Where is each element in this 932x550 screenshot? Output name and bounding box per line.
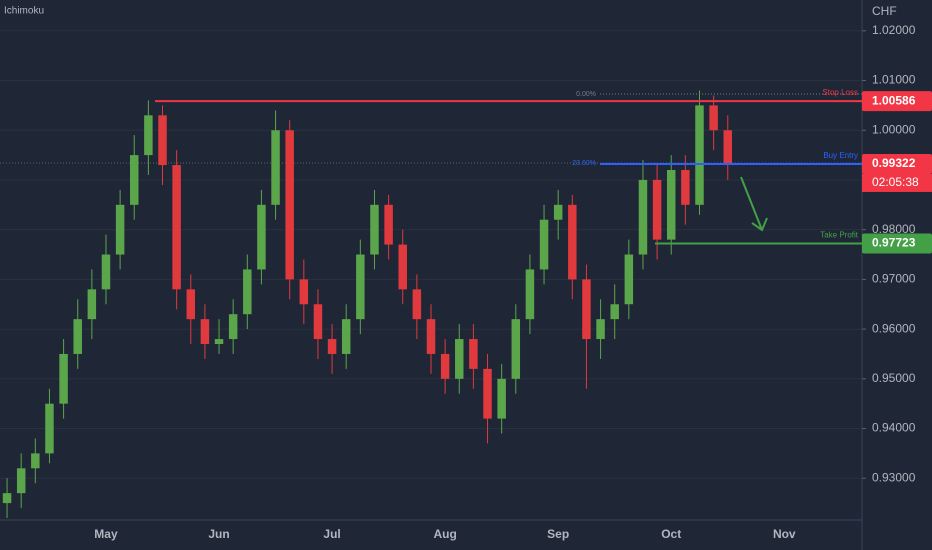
candle-body	[469, 339, 478, 369]
y-tick-label: 1.01000	[872, 73, 916, 87]
indicator-label: Ichimoku	[4, 6, 44, 17]
candle-body	[681, 170, 690, 205]
candle-body	[2, 493, 12, 504]
candle-body	[271, 130, 280, 205]
candle-body	[497, 378, 506, 419]
candle-body	[327, 339, 337, 354]
candle-body	[426, 319, 436, 354]
candle-body	[115, 204, 125, 255]
price-label: 0.99322	[872, 156, 916, 170]
axis-label: CHF	[872, 4, 897, 18]
candle-body	[370, 204, 379, 255]
candle-body	[398, 244, 407, 290]
level-name: Buy Entry	[823, 151, 858, 160]
candle-body	[16, 468, 26, 494]
candle-body	[440, 353, 450, 379]
candle-body	[299, 279, 309, 305]
x-tick-label: Nov	[773, 527, 796, 541]
candle-body	[412, 289, 422, 320]
y-tick-label: 1.00000	[872, 122, 916, 136]
x-tick-label: Sep	[547, 527, 569, 541]
candle-body	[158, 115, 167, 166]
countdown: 02:05:38	[872, 175, 919, 189]
candle-body	[455, 339, 464, 379]
price-label: 0.97723	[872, 236, 916, 250]
candle-body	[87, 289, 97, 320]
candle-body	[384, 204, 393, 245]
candle-body	[666, 170, 676, 240]
candle-body	[610, 304, 619, 320]
candle-body	[709, 105, 718, 131]
level-name: Take Profit	[820, 231, 859, 240]
y-tick-label: 0.98000	[872, 222, 916, 236]
candle-body	[553, 204, 563, 220]
candle-body	[45, 403, 54, 454]
x-tick-label: Jul	[323, 527, 340, 541]
y-tick-label: 1.02000	[872, 23, 916, 37]
fib-label: 0.00%	[576, 91, 596, 98]
candle-body	[568, 204, 577, 280]
x-tick-label: Aug	[433, 527, 456, 541]
candle-body	[313, 304, 323, 340]
candle-body	[130, 155, 139, 205]
level-name: Stop Loss	[822, 88, 858, 97]
candle-body	[101, 254, 111, 290]
candle-body	[59, 353, 68, 404]
candle-body	[652, 179, 662, 240]
y-tick-label: 0.94000	[872, 421, 916, 435]
y-tick-label: 0.93000	[872, 470, 916, 484]
candle-body	[695, 105, 704, 205]
candle-body	[186, 289, 196, 320]
y-tick-label: 0.97000	[872, 272, 916, 286]
y-tick-label: 0.96000	[872, 321, 916, 335]
candle-body	[624, 254, 634, 305]
candle-body	[356, 254, 365, 320]
price-label-box	[862, 153, 932, 174]
price-label-box	[862, 91, 932, 112]
candle-body	[723, 130, 732, 166]
candle-body	[341, 319, 351, 354]
candle-body	[200, 319, 210, 345]
price-label: 1.00586	[872, 93, 916, 107]
candle-body	[243, 269, 252, 315]
price-label-box	[862, 233, 932, 254]
candle-body	[483, 368, 492, 419]
candle-body	[525, 269, 535, 320]
x-tick-label: Jun	[208, 527, 229, 541]
y-tick-label: 0.95000	[872, 371, 916, 385]
candle-body	[596, 319, 605, 340]
x-tick-label: May	[94, 527, 118, 541]
marks	[0, 30, 862, 519]
candle-body	[73, 319, 82, 354]
candle-body	[214, 339, 224, 345]
x-tick-label: Oct	[661, 527, 681, 541]
candle-body	[539, 219, 549, 270]
arrow	[740, 176, 768, 232]
candle-body	[257, 204, 266, 270]
fib-label: 23.60%	[572, 160, 596, 167]
candle-body	[31, 453, 40, 469]
candle-body	[511, 319, 521, 379]
countdown-box	[862, 173, 932, 192]
candle-body	[172, 165, 181, 290]
candle-body	[228, 314, 238, 340]
candle-body	[144, 115, 153, 156]
candle-body	[638, 179, 648, 255]
candle-body	[285, 130, 294, 280]
candle-body	[582, 279, 591, 340]
